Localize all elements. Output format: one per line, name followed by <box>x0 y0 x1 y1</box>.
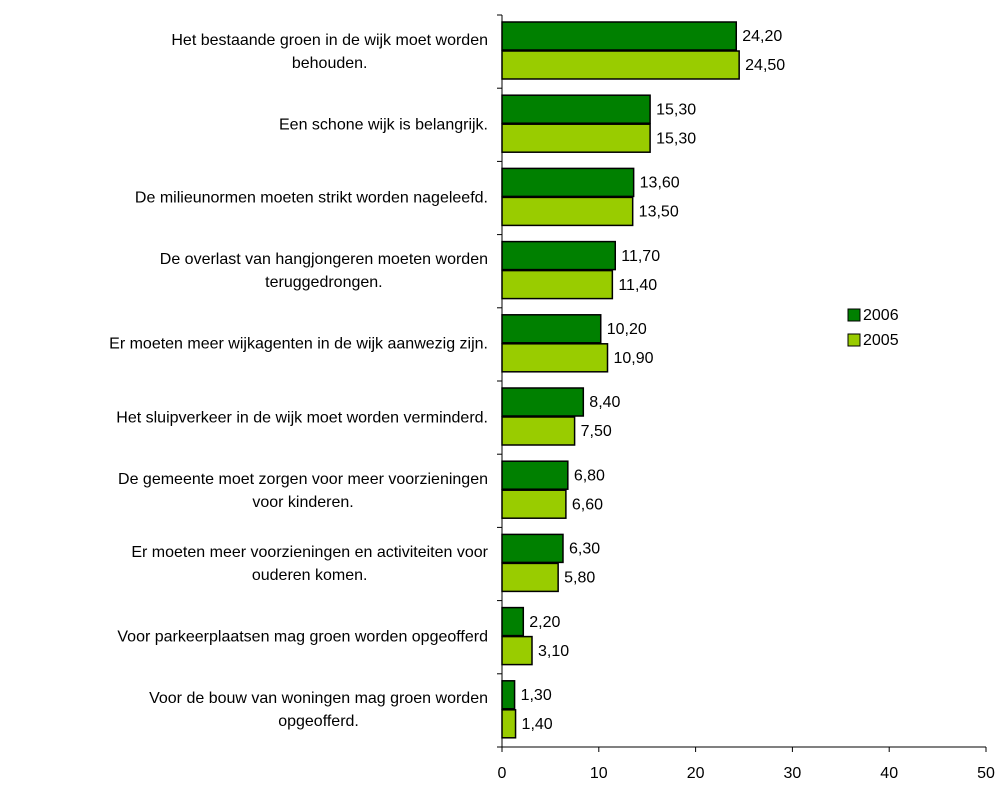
bar <box>501 21 738 51</box>
bar <box>501 123 651 153</box>
category-label: Er moeten meer voorzieningen en activite… <box>131 544 488 584</box>
value-label: 2,20 <box>529 614 560 631</box>
value-label: 11,40 <box>618 277 657 294</box>
bar <box>501 533 564 564</box>
value-label: 7,50 <box>581 423 612 440</box>
bar <box>501 387 585 417</box>
category-label: Er moeten meer wijkagenten in de wijk aa… <box>109 335 488 353</box>
value-label: 5,80 <box>564 570 595 587</box>
bar <box>501 343 609 373</box>
value-label: 11,70 <box>621 248 660 265</box>
x-tick-label: 10 <box>590 765 608 782</box>
x-tick-label: 30 <box>784 765 802 782</box>
category-label: De milieunormen moeten strikt worden nag… <box>134 189 488 207</box>
category-label: Het bestaande groen in de wijk moet word… <box>171 31 488 72</box>
category-label: Een schone wijk is belangrijk. <box>279 116 488 134</box>
value-label: 6,80 <box>574 467 605 484</box>
bar <box>501 680 516 710</box>
x-tick-label: 0 <box>498 765 507 782</box>
value-label: 15,30 <box>656 101 696 118</box>
bar <box>501 635 533 666</box>
bar <box>501 460 569 490</box>
bar <box>501 709 517 739</box>
value-label: 8,40 <box>589 394 620 411</box>
bar <box>501 94 651 124</box>
value-label: 13,60 <box>640 175 680 192</box>
value-label: 24,20 <box>742 28 782 45</box>
legend-label: 2006 <box>863 307 899 324</box>
value-label: 10,20 <box>607 321 647 338</box>
bar <box>501 562 559 593</box>
value-label: 1,40 <box>522 716 553 733</box>
category-label: Het sluipverkeer in de wijk moet worden … <box>116 409 488 427</box>
value-label: 1,30 <box>521 687 552 704</box>
bar <box>501 314 602 344</box>
bar <box>501 269 614 300</box>
value-label: 3,10 <box>538 643 569 660</box>
x-tick-label: 20 <box>687 765 705 782</box>
value-label: 6,30 <box>569 541 600 558</box>
bar <box>501 167 635 198</box>
category-label: De gemeente moet zorgen voor meer voorzi… <box>118 470 488 511</box>
x-tick-label: 40 <box>880 765 898 782</box>
bar <box>501 416 576 446</box>
value-label: 15,30 <box>656 130 696 147</box>
category-label: De overlast van hangjongeren moeten word… <box>159 251 488 292</box>
category-label: Voor de bouw van woningen mag groen word… <box>149 690 488 731</box>
value-label: 6,60 <box>572 496 603 513</box>
bar <box>501 240 617 271</box>
bar <box>501 196 634 227</box>
legend-label: 2005 <box>863 332 899 349</box>
legend-swatch <box>847 333 861 347</box>
legend-swatch <box>847 308 861 322</box>
value-label: 10,90 <box>614 350 654 367</box>
bar <box>501 50 740 80</box>
value-label: 13,50 <box>639 204 679 221</box>
value-label: 24,50 <box>745 57 785 74</box>
category-label: Voor parkeerplaatsen mag groen worden op… <box>117 628 488 646</box>
bar <box>501 606 525 637</box>
bar <box>501 489 567 519</box>
x-tick-label: 50 <box>977 765 995 782</box>
